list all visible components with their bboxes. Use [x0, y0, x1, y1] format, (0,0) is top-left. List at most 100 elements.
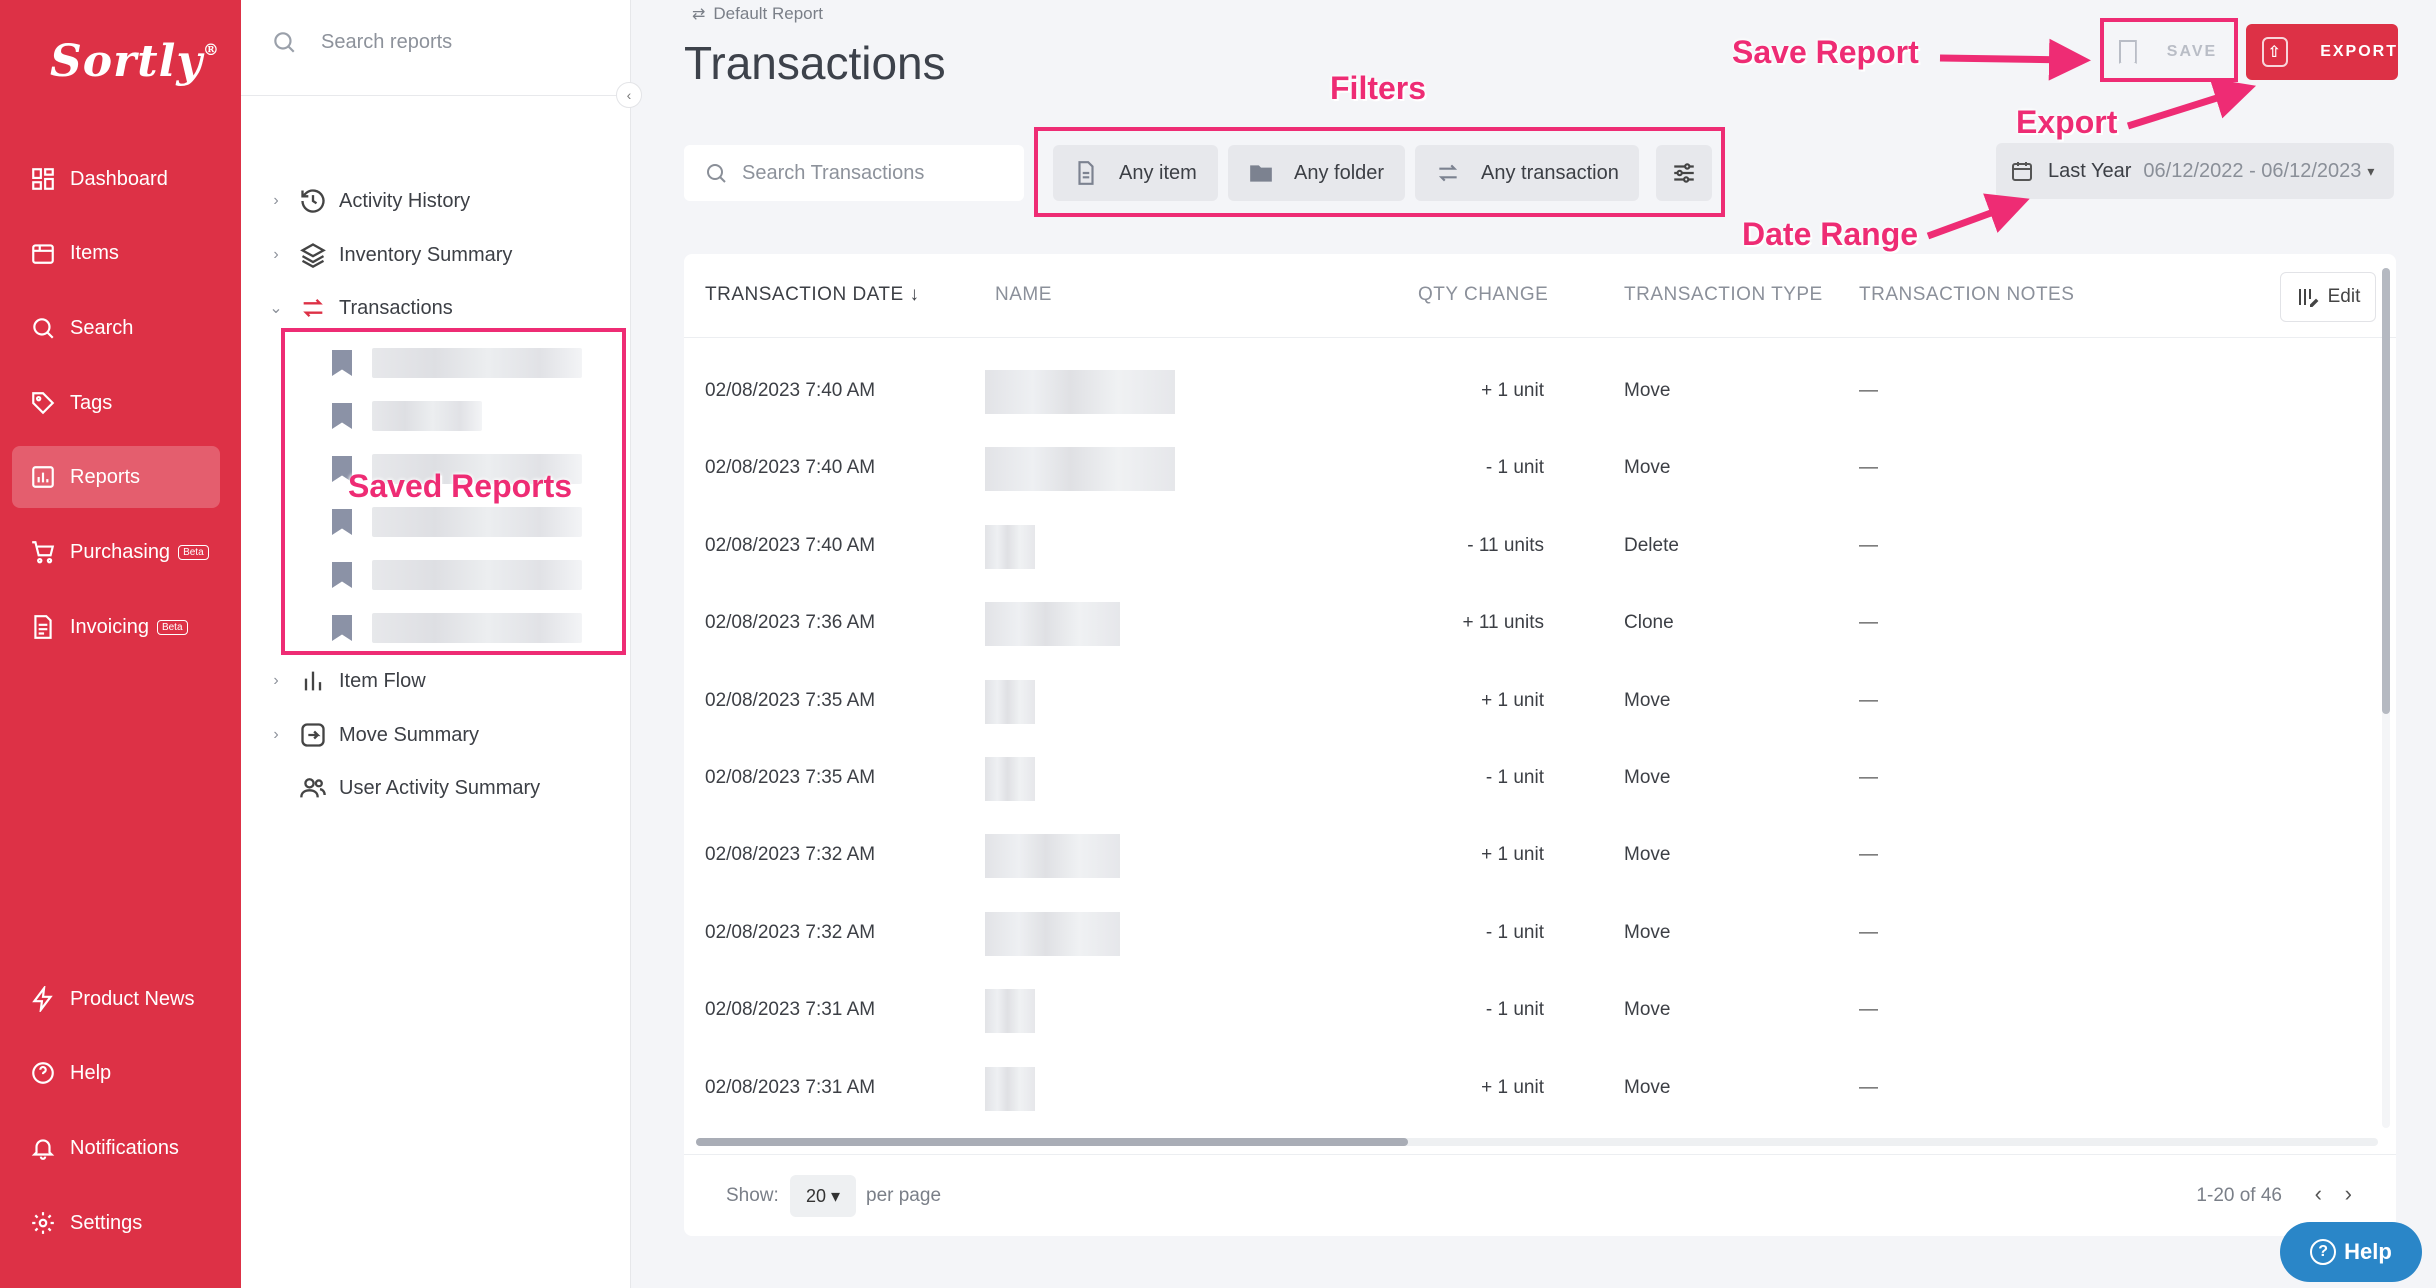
tree-item-transactions[interactable]: ⌄ Transactions: [267, 288, 452, 328]
reports-search[interactable]: [271, 20, 601, 64]
item-filter-button[interactable]: Any item: [1053, 145, 1218, 201]
redacted-name: [985, 757, 1035, 801]
saved-report-item[interactable]: [332, 504, 582, 540]
help-button[interactable]: ? Help: [2280, 1222, 2422, 1282]
next-page-button[interactable]: ›: [2344, 1181, 2352, 1206]
transactions-search[interactable]: [684, 145, 1024, 201]
cell-transaction-type: Delete: [1624, 534, 1679, 556]
table-row[interactable]: 02/08/2023 7:36 AM + 11 units Clone —: [684, 586, 2354, 663]
arrow-to-date-range: [1926, 193, 2030, 240]
cell-qty-change: + 1 unit: [1481, 1076, 1544, 1098]
sortly-logo[interactable]: Sortly®: [50, 36, 220, 87]
caret-down-icon: ▾: [2367, 162, 2375, 179]
cell-date: 02/08/2023 7:35 AM: [705, 767, 876, 788]
caret-down-icon: ▾: [831, 1185, 841, 1206]
chevron-down-icon: ⌄: [269, 300, 283, 317]
tree-item-move-summary[interactable]: › Move Summary: [267, 715, 479, 755]
breadcrumb-label: Default Report: [713, 4, 824, 23]
nav-tags[interactable]: Tags: [12, 372, 220, 434]
column-transaction-type[interactable]: TRANSACTION TYPE: [1624, 284, 1823, 305]
saved-report-item[interactable]: [332, 610, 582, 646]
folder-filter-button[interactable]: Any folder: [1228, 145, 1405, 201]
nav-help[interactable]: Help: [12, 1042, 220, 1104]
bookmark-icon: [2118, 40, 2137, 64]
tree-item-user-activity-summary[interactable]: User Activity Summary: [267, 768, 540, 808]
nav-search[interactable]: Search: [12, 297, 220, 359]
tag-icon: [32, 392, 55, 415]
table-row[interactable]: 02/08/2023 7:40 AM + 1 unit Move —: [684, 354, 2354, 431]
nav-settings[interactable]: Settings: [12, 1192, 220, 1254]
table-row[interactable]: 02/08/2023 7:35 AM - 1 unit Move —: [684, 741, 2354, 818]
more-filters-button[interactable]: [1656, 145, 1712, 201]
breadcrumb[interactable]: ⇄ Default Report: [692, 4, 823, 24]
table-row[interactable]: 02/08/2023 7:40 AM - 1 unit Move —: [684, 431, 2354, 508]
reports-search-input[interactable]: [321, 30, 581, 54]
nav-notifications[interactable]: Notifications: [12, 1117, 220, 1179]
nav-purchasing[interactable]: Purchasing Beta: [12, 521, 220, 583]
nav-dashboard[interactable]: Dashboard: [12, 148, 220, 210]
column-qty-change[interactable]: QTY CHANGE: [1418, 284, 1549, 305]
saved-report-item[interactable]: [332, 557, 582, 593]
upload-icon: ⇧: [2262, 37, 2289, 67]
nav-label: Settings: [70, 1211, 143, 1234]
annotation-saved-reports: Saved Reports: [348, 468, 573, 504]
saved-report-item[interactable]: [332, 398, 582, 434]
redacted-name: [372, 454, 582, 484]
collapse-sidebar-button[interactable]: ‹: [616, 82, 642, 108]
column-transaction-date[interactable]: TRANSACTION DATE ↓: [705, 284, 920, 305]
saved-report-item[interactable]: [332, 345, 582, 381]
redacted-name: [985, 602, 1120, 647]
nav-label: Invoicing: [70, 615, 149, 638]
table-row[interactable]: 02/08/2023 7:35 AM + 1 unit Move —: [684, 664, 2354, 741]
nav-product-news[interactable]: Product News: [12, 968, 220, 1030]
date-range-value: 06/12/2022 - 06/12/2023: [2143, 159, 2362, 182]
vertical-scrollbar[interactable]: [2382, 268, 2390, 1128]
tree-item-item-flow[interactable]: › Item Flow: [267, 661, 425, 701]
show-label: Show:: [726, 1185, 779, 1206]
redacted-name: [372, 507, 582, 537]
table-row[interactable]: 02/08/2023 7:31 AM - 1 unit Move —: [684, 973, 2354, 1050]
nav-invoicing[interactable]: Invoicing Beta: [12, 596, 220, 658]
cell-notes: —: [1859, 612, 1878, 634]
cell-qty-change: + 1 unit: [1481, 844, 1544, 866]
prev-page-button[interactable]: ‹: [2314, 1181, 2322, 1206]
date-range-picker[interactable]: Last Year 06/12/2022 - 06/12/2023 ▾: [1996, 143, 2394, 199]
cell-notes: —: [1859, 1076, 1878, 1098]
nav-label: Reports: [70, 465, 141, 488]
nav-label: Items: [70, 241, 119, 264]
filters-highlight: [1034, 127, 1725, 217]
column-name[interactable]: NAME: [995, 284, 1052, 305]
nav-items[interactable]: Items: [12, 222, 220, 284]
saved-report-item[interactable]: [332, 451, 582, 487]
scrollbar-thumb[interactable]: [2382, 268, 2390, 714]
tree-item-activity-history[interactable]: › Activity History: [267, 181, 470, 221]
cell-date: 02/08/2023 7:31 AM: [705, 1076, 876, 1098]
chevron-right-icon: ›: [273, 246, 279, 263]
export-button[interactable]: ⇧ EXPORT: [2246, 24, 2398, 80]
tree-item-inventory-summary[interactable]: › Inventory Summary: [267, 235, 512, 275]
per-page-label: per page: [866, 1185, 942, 1206]
chevron-right-icon: ›: [273, 672, 279, 689]
cell-notes: —: [1859, 689, 1878, 711]
transactions-search-input[interactable]: [742, 161, 1012, 185]
table-row[interactable]: 02/08/2023 7:32 AM - 1 unit Move —: [684, 896, 2354, 973]
reports-icon: [32, 466, 54, 488]
tree-item-label: Inventory Summary: [339, 243, 513, 266]
horizontal-scrollbar[interactable]: [696, 1138, 2378, 1146]
annotation-date-range: Date Range: [1742, 216, 1919, 252]
save-button[interactable]: SAVE: [2106, 26, 2230, 78]
nav-label: Tags: [70, 391, 113, 414]
transaction-type-filter-button[interactable]: Any transaction: [1415, 145, 1639, 201]
folder-filter-label: Any folder: [1294, 161, 1385, 184]
table-row[interactable]: 02/08/2023 7:40 AM - 11 units Delete —: [684, 509, 2354, 586]
table-footer: Show: 20 ▾ per page 1-20 of 46 ‹ ›: [684, 1154, 2396, 1236]
search-icon: [33, 318, 54, 339]
table-row[interactable]: 02/08/2023 7:31 AM + 1 unit Move —: [684, 1051, 2354, 1128]
per-page-select[interactable]: 20 ▾: [790, 1175, 856, 1217]
nav-reports[interactable]: Reports: [12, 446, 220, 508]
scrollbar-thumb[interactable]: [696, 1138, 1408, 1146]
cell-transaction-type: Move: [1624, 689, 1671, 711]
column-transaction-notes[interactable]: TRANSACTION NOTES: [1859, 284, 2075, 305]
edit-columns-button[interactable]: Edit: [2280, 272, 2376, 322]
table-row[interactable]: 02/08/2023 7:32 AM + 1 unit Move —: [684, 818, 2354, 895]
